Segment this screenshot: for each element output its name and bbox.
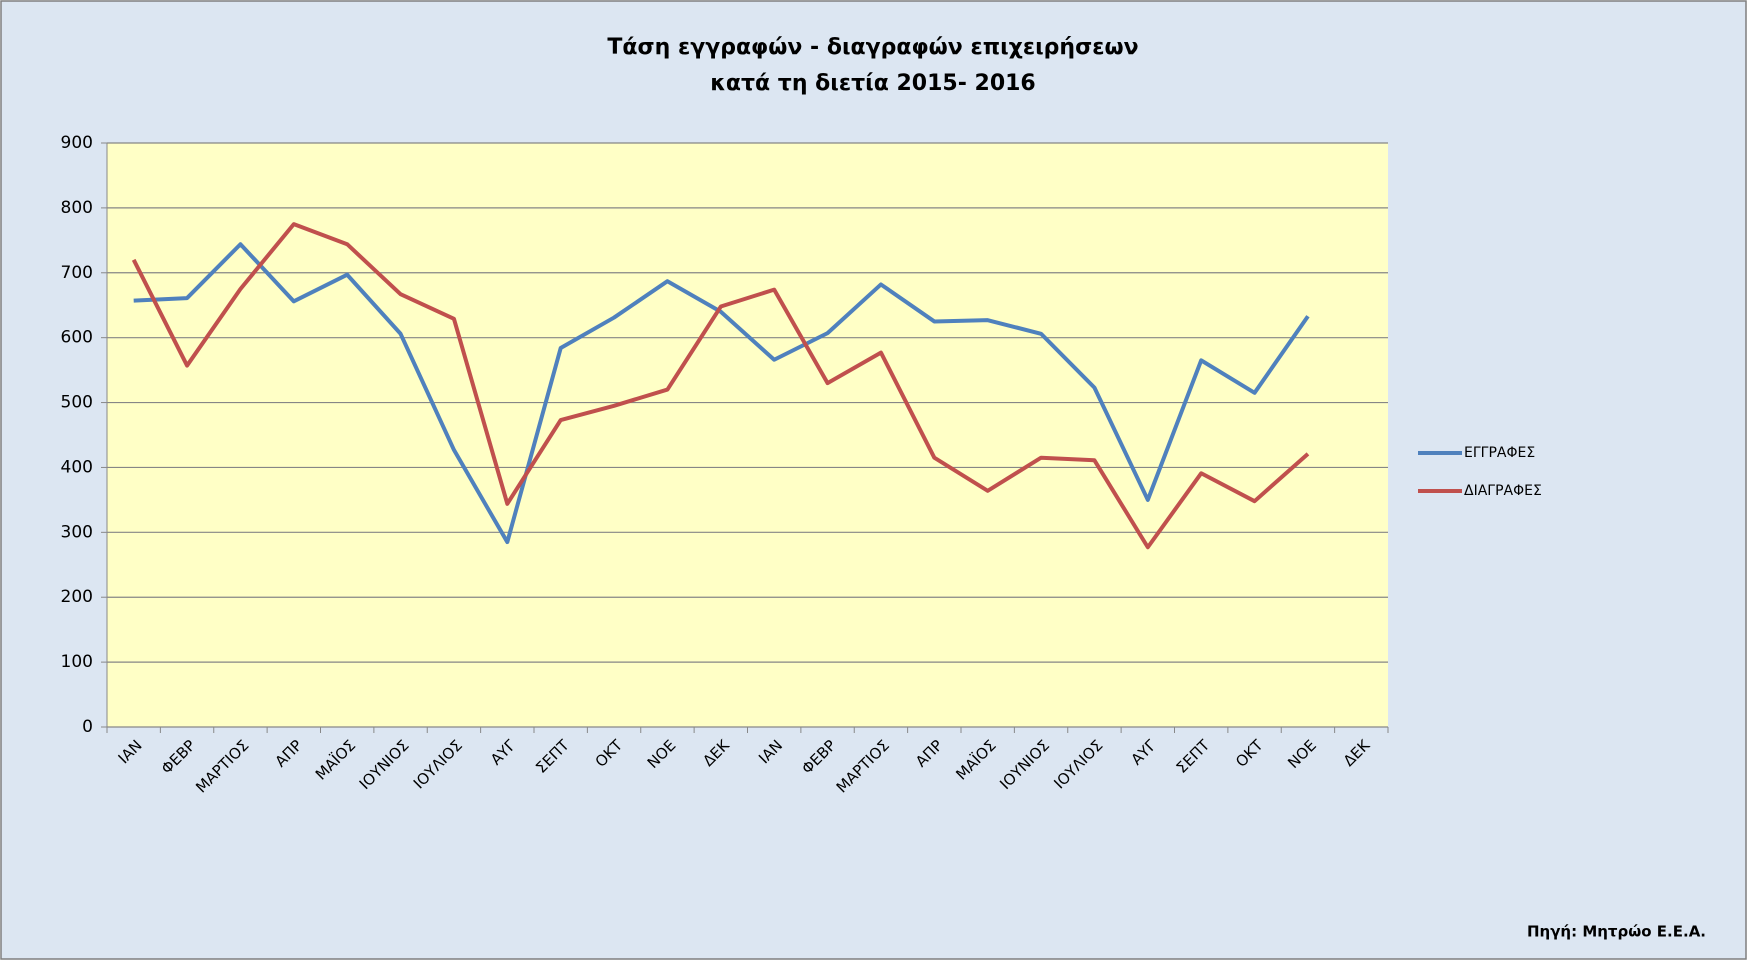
- source-note: Πηγή: Μητρώο Ε.Ε.Α.: [1527, 923, 1706, 941]
- y-tick-label: 400: [61, 457, 93, 477]
- plot-area: [107, 143, 1388, 727]
- y-tick-label: 500: [61, 393, 93, 413]
- y-tick-label: 300: [61, 522, 93, 542]
- series-line: [133, 242, 1310, 545]
- y-tick-label: 200: [61, 587, 93, 607]
- y-tick-label: 700: [61, 263, 93, 283]
- y-tick-label: 600: [61, 328, 93, 348]
- y-tick-label: 0: [82, 717, 93, 737]
- chart-title: Τάση εγγραφών - διαγραφών επιχειρήσεων: [607, 35, 1138, 60]
- legend-label: ΔΙΑΓΡΑΦΕΣ: [1464, 483, 1542, 499]
- y-tick-label: 900: [61, 133, 93, 153]
- legend-label: ΕΓΓΡΑΦΕΣ: [1464, 445, 1535, 461]
- chart-title: κατά τη διετία 2015- 2016: [710, 71, 1036, 96]
- y-tick-label: 800: [61, 198, 93, 218]
- y-tick-label: 100: [61, 652, 93, 672]
- series-line: [131, 222, 1310, 550]
